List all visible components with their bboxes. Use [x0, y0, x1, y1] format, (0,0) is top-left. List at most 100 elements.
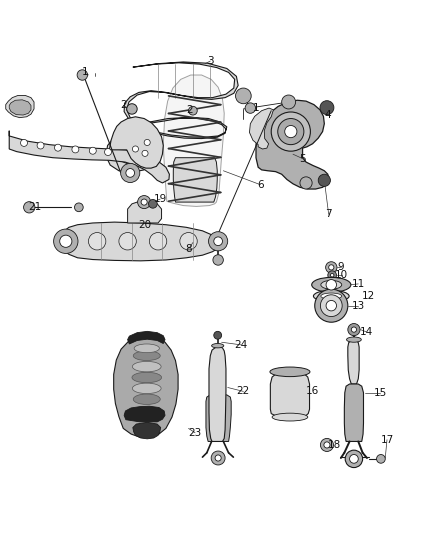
Polygon shape — [206, 395, 231, 441]
Text: 11: 11 — [352, 279, 365, 289]
Circle shape — [328, 271, 336, 279]
Polygon shape — [127, 201, 162, 223]
Circle shape — [351, 327, 357, 332]
Polygon shape — [110, 117, 163, 168]
Circle shape — [214, 237, 223, 246]
Text: 22: 22 — [237, 386, 250, 397]
Polygon shape — [173, 158, 217, 202]
Circle shape — [37, 142, 44, 149]
Circle shape — [321, 439, 333, 451]
Ellipse shape — [119, 232, 136, 250]
Ellipse shape — [133, 351, 160, 360]
Text: 12: 12 — [362, 291, 375, 301]
Circle shape — [24, 201, 35, 213]
Circle shape — [21, 140, 28, 147]
Circle shape — [345, 450, 363, 467]
Circle shape — [214, 332, 222, 339]
Polygon shape — [348, 341, 359, 384]
Ellipse shape — [133, 394, 160, 405]
Text: 1: 1 — [81, 67, 88, 77]
Ellipse shape — [272, 413, 308, 421]
Circle shape — [53, 229, 78, 254]
Circle shape — [236, 88, 251, 104]
Ellipse shape — [312, 277, 351, 292]
Polygon shape — [209, 346, 226, 441]
Ellipse shape — [346, 337, 361, 342]
Text: 19: 19 — [154, 194, 167, 204]
Circle shape — [326, 279, 336, 290]
Circle shape — [278, 118, 304, 144]
Circle shape — [60, 235, 72, 247]
Text: 1: 1 — [253, 103, 259, 113]
Ellipse shape — [270, 367, 310, 377]
Circle shape — [54, 144, 61, 151]
Circle shape — [348, 324, 360, 336]
Ellipse shape — [132, 372, 162, 383]
Text: 2: 2 — [186, 105, 193, 115]
Circle shape — [215, 455, 221, 461]
Circle shape — [350, 455, 358, 463]
Text: 21: 21 — [28, 202, 41, 212]
Polygon shape — [6, 95, 34, 118]
Polygon shape — [133, 422, 161, 439]
Ellipse shape — [149, 232, 167, 250]
Text: 16: 16 — [306, 385, 319, 395]
Text: 2: 2 — [120, 100, 127, 110]
Text: 13: 13 — [352, 301, 365, 311]
Circle shape — [300, 177, 312, 189]
Circle shape — [72, 146, 79, 153]
Polygon shape — [62, 222, 220, 261]
Text: 6: 6 — [257, 180, 264, 190]
Ellipse shape — [314, 290, 349, 302]
Circle shape — [141, 199, 147, 205]
Circle shape — [142, 150, 148, 156]
Circle shape — [105, 149, 112, 156]
Circle shape — [89, 147, 96, 154]
Circle shape — [320, 101, 334, 115]
Circle shape — [208, 232, 228, 251]
Circle shape — [330, 273, 334, 277]
Text: 3: 3 — [207, 56, 214, 66]
Polygon shape — [250, 108, 273, 149]
Circle shape — [324, 442, 330, 448]
Circle shape — [126, 168, 134, 177]
Polygon shape — [9, 100, 31, 115]
Text: 18: 18 — [328, 440, 341, 450]
Circle shape — [77, 70, 88, 80]
Circle shape — [120, 163, 140, 182]
Circle shape — [188, 107, 197, 115]
Polygon shape — [9, 131, 170, 183]
Polygon shape — [127, 332, 165, 344]
Text: 5: 5 — [299, 154, 306, 164]
Text: 7: 7 — [325, 209, 332, 219]
Circle shape — [213, 255, 223, 265]
Ellipse shape — [212, 344, 224, 348]
Circle shape — [282, 95, 296, 109]
Polygon shape — [163, 75, 224, 206]
Polygon shape — [106, 62, 238, 173]
Text: 14: 14 — [360, 327, 373, 337]
Text: 9: 9 — [338, 262, 344, 272]
Polygon shape — [256, 100, 328, 189]
Text: 17: 17 — [380, 435, 394, 445]
Polygon shape — [114, 335, 178, 437]
Text: 24: 24 — [234, 340, 247, 350]
Polygon shape — [270, 372, 310, 418]
Ellipse shape — [180, 232, 197, 250]
Circle shape — [321, 295, 342, 317]
Text: 10: 10 — [335, 270, 348, 280]
Circle shape — [328, 265, 334, 270]
Circle shape — [148, 199, 157, 208]
Circle shape — [245, 103, 255, 114]
Circle shape — [138, 196, 151, 208]
Circle shape — [271, 112, 311, 151]
Circle shape — [285, 125, 297, 138]
Circle shape — [325, 262, 337, 273]
Polygon shape — [124, 406, 165, 422]
Circle shape — [377, 455, 385, 463]
Circle shape — [318, 174, 330, 187]
Text: 23: 23 — [188, 428, 201, 438]
Circle shape — [326, 301, 336, 311]
Text: 4: 4 — [325, 110, 331, 120]
Text: 8: 8 — [185, 244, 192, 254]
